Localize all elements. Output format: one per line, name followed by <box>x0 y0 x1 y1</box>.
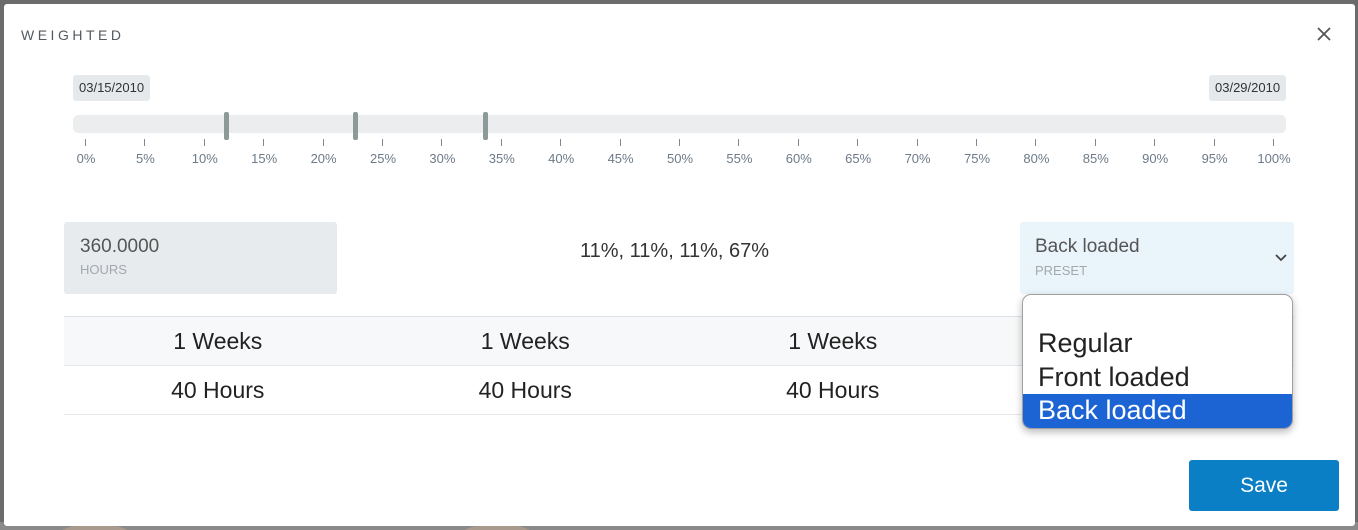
slider-tick <box>976 139 977 146</box>
chevron-down-icon <box>1275 254 1287 262</box>
slider-tick <box>738 139 740 146</box>
background-avatar <box>462 524 532 530</box>
slider-tick <box>1094 139 1096 146</box>
slider-handle[interactable] <box>223 112 229 140</box>
preset-label: PRESET <box>1035 263 1088 278</box>
close-icon <box>1317 27 1331 41</box>
dropdown-blank-option[interactable] <box>1023 295 1292 327</box>
slider-tick-label: 30% <box>429 151 456 166</box>
slider-tick <box>1273 139 1274 146</box>
slider-tick-label: 75% <box>963 151 991 166</box>
slider-tick-label: 85% <box>1082 151 1109 166</box>
slider-tick-label: 25% <box>369 151 397 166</box>
slider-tick <box>382 139 383 146</box>
slider-tick <box>500 139 502 146</box>
slider-tick <box>322 139 324 146</box>
slider-tick <box>679 139 680 146</box>
start-date-tag: 03/15/2010 <box>73 75 151 101</box>
slider-tick <box>916 139 918 146</box>
save-button[interactable]: Save <box>1189 460 1339 511</box>
background-avatar <box>60 524 130 530</box>
slider-tick-label: 95% <box>1201 151 1228 166</box>
slider-tick-label: 20% <box>310 151 337 166</box>
slider-tick <box>1035 139 1037 146</box>
modal-title: WEIGHTED <box>21 27 125 43</box>
hours-label: HOURS <box>80 262 127 277</box>
slider-tick-label: 80% <box>1023 151 1050 166</box>
hours-cell: 40 Hours <box>786 376 880 403</box>
slider-tick-label: 5% <box>135 151 155 166</box>
preset-select[interactable]: Back loaded PRESET <box>1020 222 1294 294</box>
distribution-summary: 11%, 11%, 11%, 67% <box>580 240 770 262</box>
slider-tick-label: 50% <box>666 151 694 166</box>
slider-tick <box>797 139 799 146</box>
hours-cell: 40 Hours <box>478 376 572 403</box>
weeks-cell: 1 Weeks <box>788 327 878 354</box>
slider-tick-label: 100% <box>1257 151 1291 166</box>
slider-handle[interactable] <box>482 112 488 140</box>
weighted-modal: WEIGHTED 03/15/2010 03/29/2010 0% 5% 10% 15… <box>4 4 1355 526</box>
preset-option-regular[interactable]: Regular <box>1038 328 1133 358</box>
slider-tick <box>619 139 621 146</box>
slider-tick <box>1213 139 1215 146</box>
hours-row: 40 Hours 40 Hours 40 Hours <box>64 366 1294 415</box>
slider-tick-label: 45% <box>607 151 634 166</box>
preset-value: Back loaded <box>1035 236 1140 257</box>
weeks-cell: 1 Weeks <box>173 327 263 354</box>
slider-tick-label: 15% <box>251 151 278 166</box>
end-date-tag: 03/29/2010 <box>1209 75 1287 101</box>
slider-tick-label: 65% <box>845 151 872 166</box>
close-button[interactable] <box>1314 24 1334 44</box>
slider-tick <box>441 139 443 146</box>
slider-tick-label: 60% <box>785 151 812 166</box>
preset-option-back-loaded[interactable]: Back loaded <box>1023 394 1292 428</box>
slider-tick-label: 90% <box>1142 151 1169 166</box>
slider-tick-label: 55% <box>726 151 753 166</box>
slider-tick-label: 70% <box>904 151 931 166</box>
slider-tick-label: 35% <box>488 151 515 166</box>
slider-handle[interactable] <box>352 112 358 140</box>
slider-tick-label: 0% <box>76 151 96 166</box>
weeks-cell: 1 Weeks <box>480 327 570 354</box>
slider-tick <box>85 139 86 146</box>
slider-tick <box>203 139 205 146</box>
slider-tick-label: 40% <box>548 151 575 166</box>
slider-tick <box>560 139 562 146</box>
preset-dropdown: Regular Front loaded Back loaded <box>1022 294 1293 429</box>
slider-tick <box>1154 139 1156 146</box>
slider-tick <box>857 139 859 146</box>
hours-cell: 40 Hours <box>171 376 265 403</box>
hours-field[interactable]: 360.0000 HOURS <box>64 222 337 294</box>
weight-slider-track[interactable] <box>73 115 1286 133</box>
preset-option-front-loaded[interactable]: Front loaded <box>1038 361 1190 392</box>
slider-tick-label: 10% <box>191 151 218 166</box>
slider-tick <box>263 139 265 146</box>
hours-value: 360.0000 <box>80 236 160 257</box>
background-page <box>0 522 1358 530</box>
slider-tick <box>144 139 146 146</box>
